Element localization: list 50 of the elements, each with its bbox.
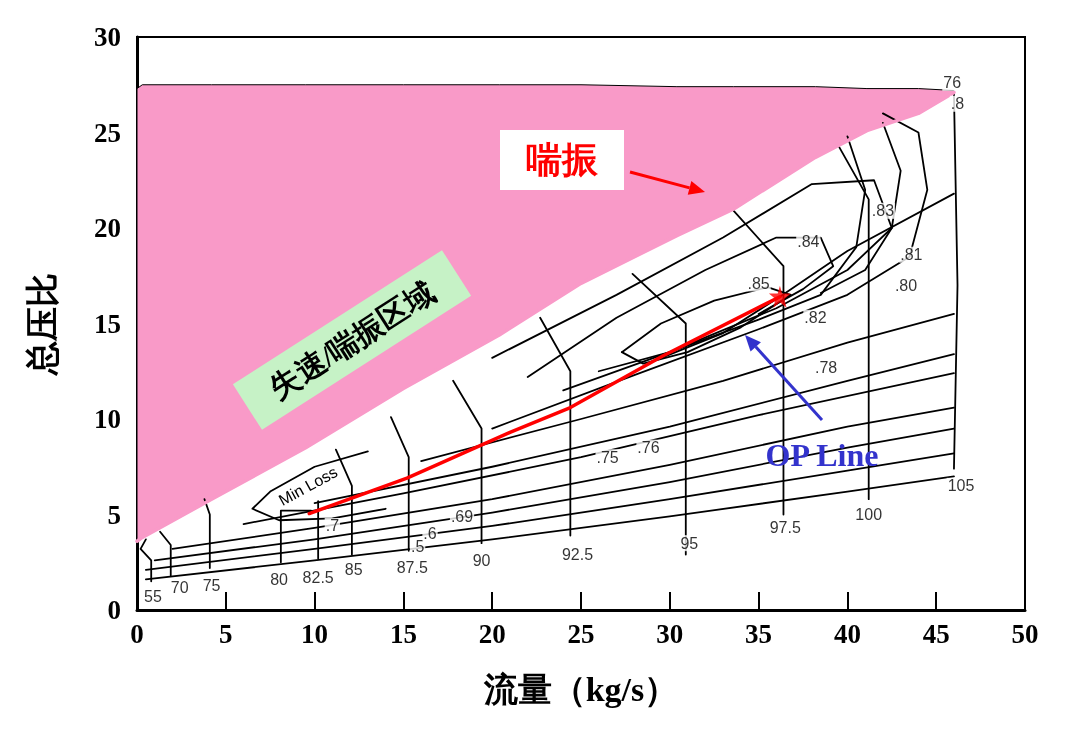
- annotation: .85: [747, 274, 770, 292]
- annotation: 95: [680, 534, 699, 552]
- annotation: .6: [423, 525, 437, 543]
- x-tick-label: 30: [656, 618, 684, 649]
- x-tick-label: 0: [130, 618, 144, 649]
- x-axis-title: 流量（kg/s）: [482, 670, 679, 708]
- annotation: 90: [472, 551, 491, 569]
- x-tick-label: 25: [567, 618, 595, 649]
- x-tick-label: 40: [833, 618, 861, 649]
- x-tick-label: 10: [301, 618, 329, 649]
- x-tick-label: 45: [922, 618, 950, 649]
- annotation: 97.5: [769, 519, 801, 537]
- annotation: 100: [855, 506, 883, 523]
- annotation: .8: [950, 95, 965, 113]
- x-tick-label: 15: [389, 618, 417, 649]
- y-tick-label: 5: [107, 499, 121, 530]
- y-axis-title: 总压比: [23, 272, 61, 377]
- x-tick-label: 50: [1011, 618, 1039, 649]
- annotation: .84: [797, 232, 820, 250]
- annotation: 失速/喘振区域: [263, 275, 441, 405]
- annotation: 105: [947, 477, 975, 495]
- annotation: .76: [637, 439, 660, 457]
- annotation: 76: [943, 74, 962, 92]
- annotation: 75: [202, 576, 221, 594]
- y-tick-label: 0: [107, 595, 121, 625]
- annotation: .7: [325, 517, 340, 535]
- annotation: 82.5: [302, 569, 334, 587]
- y-tick-label: 10: [94, 404, 121, 434]
- annotation: .80: [894, 276, 918, 294]
- x-tick-label: 35: [745, 618, 773, 649]
- annotation: .69: [450, 507, 474, 525]
- y-tick-label: 15: [94, 308, 121, 339]
- annotation: .83: [871, 202, 895, 220]
- y-tick-label: 20: [94, 213, 121, 243]
- annotation: 80: [270, 570, 289, 588]
- y-tick-label: 30: [94, 22, 121, 52]
- annotation: .5: [410, 538, 425, 556]
- annotation: 70: [170, 578, 189, 596]
- y-tick-label: 25: [94, 117, 121, 148]
- annotation: Min Loss: [275, 463, 341, 509]
- annotation: 55: [144, 588, 162, 606]
- annotation: .82: [804, 309, 827, 327]
- annotation: 85: [344, 561, 363, 579]
- x-tick-label: 5: [219, 618, 233, 649]
- annotation: 87.5: [396, 559, 428, 577]
- annotation: .75: [596, 448, 619, 466]
- annotation: 喘振: [526, 140, 599, 180]
- x-tick-label: 20: [478, 618, 506, 649]
- annotation: .78: [814, 358, 838, 376]
- annotation: 92.5: [561, 546, 594, 564]
